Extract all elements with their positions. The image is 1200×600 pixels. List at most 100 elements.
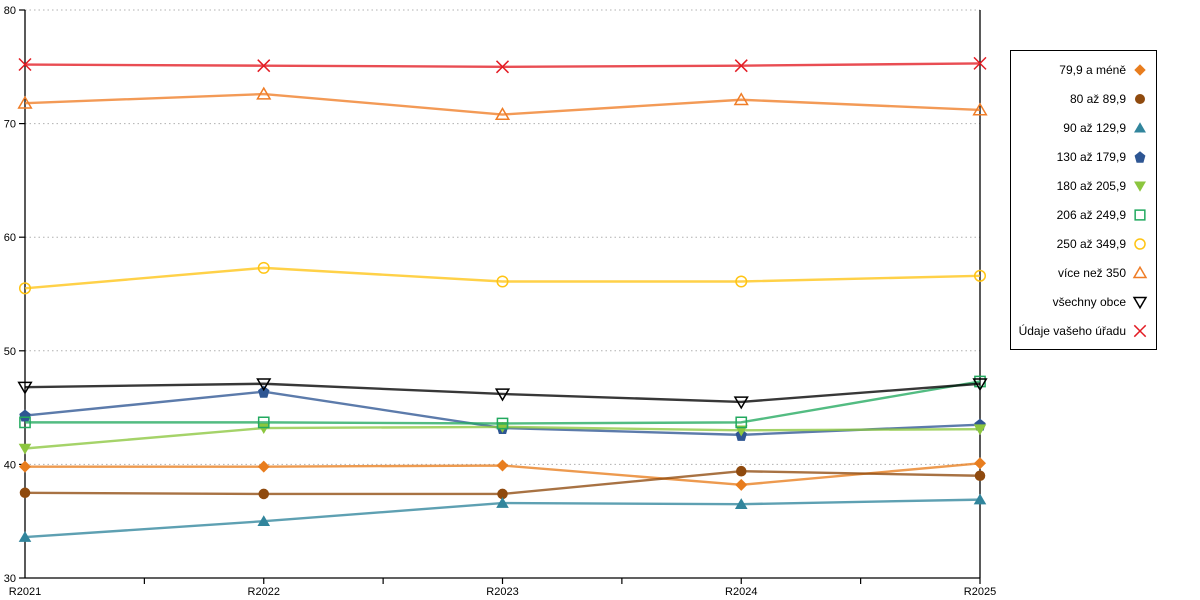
square-marker-icon (496, 417, 509, 430)
triangle-down-marker-icon (1132, 296, 1148, 309)
triangle-down-marker-icon (734, 425, 748, 437)
legend-item: 206 až 249,9 (1011, 203, 1156, 227)
x-tick-label-R2025: R2025 (964, 586, 996, 598)
triangle-down-marker-icon (496, 422, 509, 433)
triangle-up-marker-icon (1134, 121, 1146, 133)
circle-marker-icon (1134, 237, 1146, 250)
triangle-up-marker-icon (494, 107, 511, 121)
circle-marker-icon (257, 261, 270, 274)
circle-marker-icon (18, 282, 32, 295)
pentagon-marker-icon (19, 409, 31, 422)
legend-marker (1134, 150, 1146, 163)
legend-item: více než 350 (1011, 261, 1156, 285)
legend-item-label: více než 350 (1057, 265, 1126, 280)
legend-item-label: 250 až 349,9 (1056, 236, 1126, 251)
diamond-marker-icon (1134, 63, 1146, 76)
legend-marker (1132, 265, 1148, 278)
x-tick-label-R2022: R2022 (248, 586, 280, 598)
triangle-up-marker-icon (733, 92, 749, 106)
circle-marker-icon (258, 488, 270, 500)
legend-item: 80 až 89,9 (1011, 87, 1156, 111)
triangle-down-marker-icon (257, 423, 271, 435)
triangle-up-marker-icon (17, 95, 33, 109)
diamond-marker-icon (257, 460, 270, 473)
legend-item-label: 90 až 129,9 (1063, 120, 1126, 135)
circle-marker-icon (1134, 93, 1146, 104)
pentagon-marker-icon (258, 385, 270, 398)
x-marker-icon (734, 59, 748, 73)
diamond-marker-icon (496, 459, 509, 472)
square-marker-icon (257, 416, 270, 429)
legend-item: 130 až 179,9 (1011, 145, 1156, 169)
triangle-up-marker-icon (1132, 265, 1148, 278)
y-tick-label-70: 70 (4, 119, 16, 131)
x-tick-label-R2024: R2024 (725, 586, 757, 598)
circle-marker-icon (735, 465, 747, 477)
x-marker-icon (257, 59, 271, 73)
series-line-8 (24, 382, 981, 404)
triangle-up-marker-icon (972, 102, 988, 116)
triangle-down-marker-icon (18, 443, 32, 455)
legend-item-label: 79,9 a méně (1059, 62, 1126, 77)
legend-marker (1134, 208, 1146, 221)
series-line-6 (24, 266, 981, 290)
legend-item-label: 180 až 205,9 (1056, 178, 1126, 193)
triangle-down-marker-icon (972, 378, 988, 392)
triangle-up-marker-icon (257, 515, 271, 526)
legend-item-label: Údaje vašeho úřadu (1018, 323, 1126, 338)
triangle-down-marker-icon (17, 381, 33, 395)
x-marker-icon (973, 56, 987, 70)
triangle-down-marker-icon (1134, 180, 1146, 192)
chart-legend: 79,9 a méně 80 až 89,9 90 až 129,9 130 až 1… (1010, 50, 1157, 350)
legend-marker (1134, 121, 1146, 133)
diamond-marker-icon (974, 457, 986, 470)
triangle-up-marker-icon (256, 86, 272, 100)
x-marker-icon (1133, 324, 1147, 337)
legend-marker (1134, 93, 1146, 104)
legend-item-label: všechny obce (1052, 294, 1126, 309)
circle-marker-icon (19, 487, 31, 499)
legend-marker (1132, 296, 1148, 309)
triangle-up-marker-icon (734, 498, 748, 509)
x-marker-icon (495, 60, 510, 74)
series-line-5 (25, 380, 981, 425)
triangle-up-marker-icon (496, 497, 509, 508)
x-tick-label-R2023: R2023 (486, 586, 518, 598)
triangle-down-marker-icon (256, 378, 272, 392)
circle-marker-icon (735, 275, 748, 288)
legend-item: 79,9 a méně (1011, 58, 1156, 82)
square-marker-icon (19, 416, 31, 429)
legend-item: 250 až 349,9 (1011, 232, 1156, 256)
y-tick-label-50: 50 (4, 346, 16, 358)
circle-marker-icon (974, 470, 986, 482)
square-marker-icon (735, 416, 748, 429)
legend-item: Údaje vašeho úřadu (1011, 319, 1156, 343)
legend-marker (1134, 63, 1146, 76)
legend-item: 180 až 205,9 (1011, 174, 1156, 198)
square-marker-icon (1134, 208, 1146, 221)
legend-item-label: 206 až 249,9 (1056, 207, 1126, 222)
legend-item-label: 80 až 89,9 (1069, 91, 1126, 106)
diamond-marker-icon (735, 478, 748, 491)
legend-item-label: 130 až 179,9 (1056, 149, 1126, 164)
triangle-up-marker-icon (18, 531, 32, 542)
legend-marker (1133, 324, 1147, 337)
circle-marker-icon (496, 275, 509, 288)
triangle-down-marker-icon (973, 424, 987, 436)
legend-item: všechny obce (1011, 290, 1156, 314)
legend-marker (1134, 237, 1146, 250)
y-tick-label-30: 30 (4, 573, 16, 585)
legend-item: 90 až 129,9 (1011, 116, 1156, 140)
x-tick-label-R2021: R2021 (9, 586, 41, 598)
circle-marker-icon (973, 269, 987, 282)
circle-marker-icon (497, 488, 508, 500)
triangle-down-marker-icon (494, 388, 511, 402)
y-tick-label-40: 40 (4, 459, 16, 471)
x-marker-icon (18, 57, 32, 72)
triangle-down-marker-icon (733, 396, 749, 410)
pentagon-marker-icon (1134, 150, 1146, 163)
triangle-up-marker-icon (973, 493, 987, 505)
y-tick-label-80: 80 (4, 5, 16, 17)
